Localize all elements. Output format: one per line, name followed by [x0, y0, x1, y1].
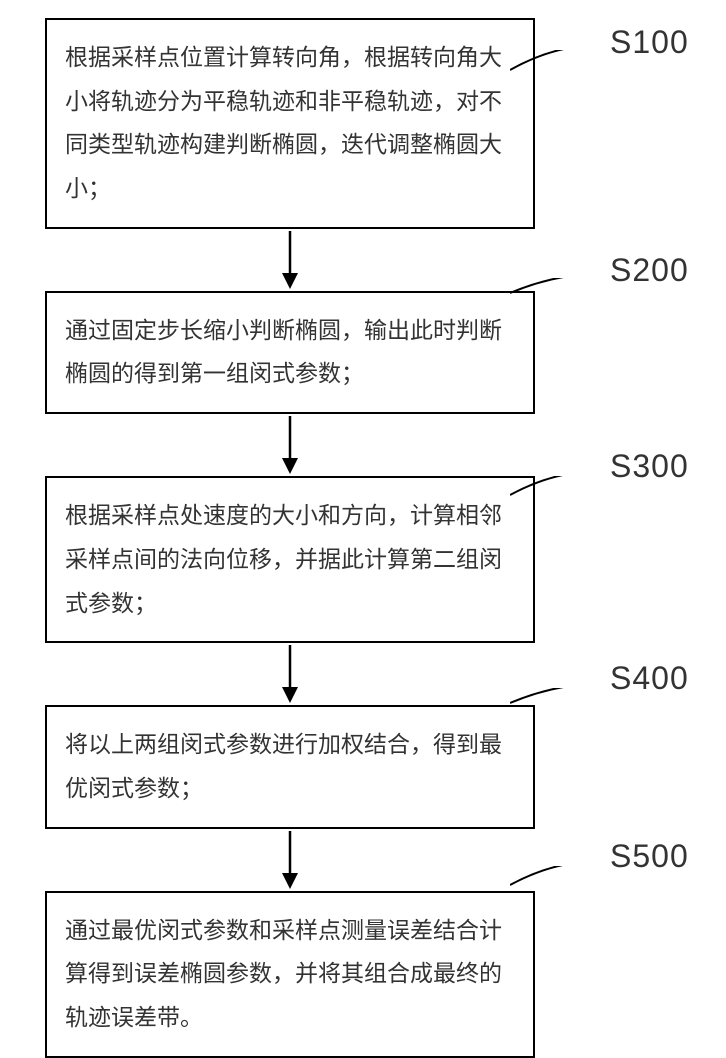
step-label-s100: S100 — [610, 24, 689, 61]
step-text: 通过最优闵式参数和采样点测量误差结合计算得到误差椭圆参数，并将其组合成最终的轨迹… — [65, 918, 502, 1030]
step-label-s200: S200 — [610, 252, 689, 289]
step-box-s500: 通过最优闵式参数和采样点测量误差结合计算得到误差椭圆参数，并将其组合成最终的轨迹… — [45, 891, 535, 1058]
arrow-s300-s400 — [275, 643, 305, 705]
arrow-s200-s300 — [275, 414, 305, 476]
step-label-s500: S500 — [610, 838, 689, 875]
step-label-s400: S400 — [610, 660, 689, 697]
down-arrow-icon — [275, 229, 305, 291]
down-arrow-icon — [275, 829, 305, 891]
down-arrow-icon — [275, 414, 305, 476]
step-box-s200: 通过固定步长缩小判断椭圆，输出此时判断椭圆的得到第一组闵式参数； — [45, 291, 535, 414]
step-box-s100: 根据采样点位置计算转向角，根据转向角大小将轨迹分为平稳轨迹和非平稳轨迹，对不同类… — [45, 18, 535, 229]
step-text: 将以上两组闵式参数进行加权结合，得到最优闵式参数； — [65, 732, 502, 801]
connector-curve-s300 — [510, 476, 610, 514]
arrow-s100-s200 — [275, 229, 305, 291]
down-arrow-icon — [275, 643, 305, 705]
connector-curve-s500 — [510, 866, 610, 904]
connector-curve-s200 — [510, 278, 610, 308]
step-text: 根据采样点处速度的大小和方向，计算相邻采样点间的法向位移，并据此计算第二组闵式参… — [65, 503, 502, 615]
arrow-s400-s500 — [275, 829, 305, 891]
step-box-s300: 根据采样点处速度的大小和方向，计算相邻采样点间的法向位移，并据此计算第二组闵式参… — [45, 476, 535, 643]
connector-curve-s100 — [510, 50, 610, 90]
step-box-s400: 将以上两组闵式参数进行加权结合，得到最优闵式参数； — [45, 705, 535, 828]
connector-curve-s400 — [510, 688, 610, 718]
step-label-s300: S300 — [610, 448, 689, 485]
step-text: 根据采样点位置计算转向角，根据转向角大小将轨迹分为平稳轨迹和非平稳轨迹，对不同类… — [65, 45, 502, 201]
step-text: 通过固定步长缩小判断椭圆，输出此时判断椭圆的得到第一组闵式参数； — [65, 318, 502, 387]
flowchart-container: 根据采样点位置计算转向角，根据转向角大小将轨迹分为平稳轨迹和非平稳轨迹，对不同类… — [20, 18, 560, 1058]
